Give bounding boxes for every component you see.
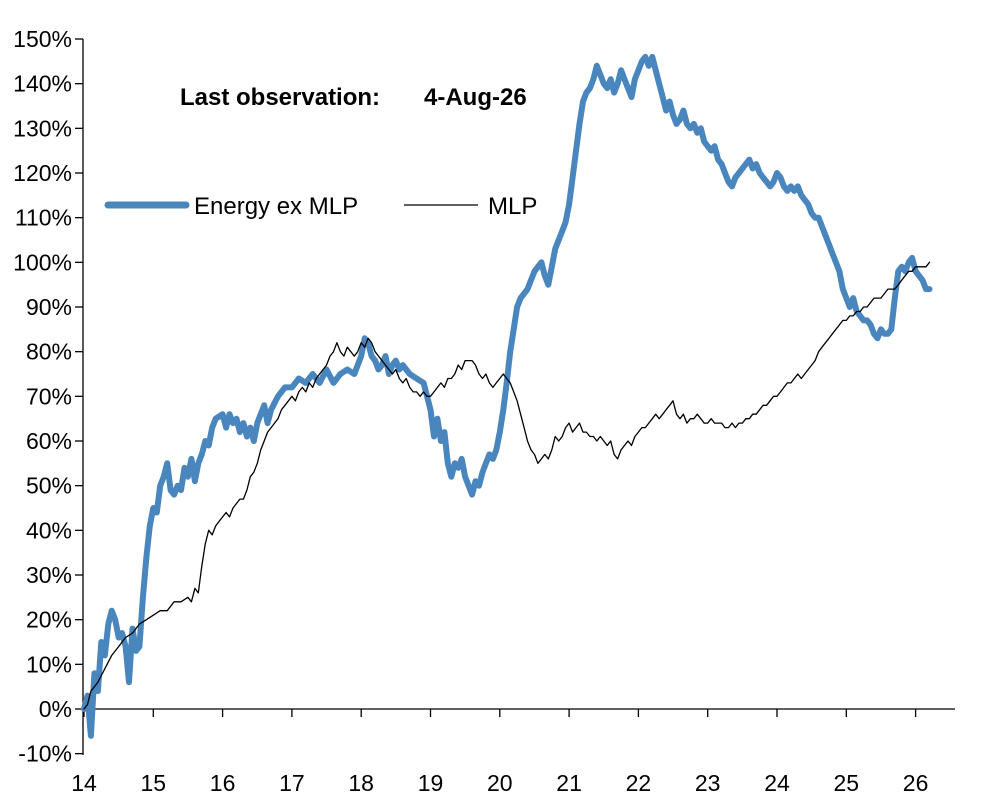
x-tick-label: 22 (626, 770, 652, 796)
annotation-value: 4-Aug-26 (424, 84, 527, 111)
y-tick-label: 40% (26, 517, 72, 543)
y-tick-label: 110% (15, 205, 72, 231)
x-tick-label: 21 (556, 770, 582, 796)
y-tick-label: 140% (13, 71, 72, 97)
legend-label-energy-ex-mlp: Energy ex MLP (194, 193, 358, 220)
annotation-label: Last observation: (180, 84, 380, 111)
y-tick-label: 90% (26, 294, 72, 320)
legend-label-mlp: MLP (488, 193, 537, 220)
x-tick-label: 18 (348, 770, 374, 796)
y-tick-label: 20% (26, 607, 72, 633)
y-tick-label: 130% (13, 115, 72, 141)
y-tick-label: 70% (26, 383, 72, 409)
y-tick-label: 50% (26, 473, 72, 499)
series-line-mlp (83, 261, 931, 710)
x-tick-label: 19 (418, 770, 444, 796)
legend: Energy ex MLP MLP (104, 193, 537, 220)
x-tick-label: 16 (210, 770, 236, 796)
y-tick-label: 150% (13, 26, 72, 52)
y-tick-label: 0% (39, 696, 72, 722)
x-tick-label: 14 (71, 770, 97, 796)
x-tick-label: 15 (141, 770, 167, 796)
y-tick-label: 60% (26, 428, 72, 454)
series-line-energy-ex-mlp (81, 53, 933, 739)
x-tick-label: 23 (695, 770, 721, 796)
y-tick-label: 30% (26, 562, 72, 588)
last-observation-annotation: Last observation: 4-Aug-26 (180, 84, 527, 111)
x-tick-label: 24 (764, 770, 790, 796)
x-tick-label: 25 (834, 770, 860, 796)
y-tick-label: 100% (13, 249, 72, 275)
axes: -10% 0% 10% 20% 30% 40% 50% 60% 70% 80% 90% 100% 110… (13, 26, 955, 796)
y-tick-label: -10% (18, 741, 72, 767)
x-tick-label: 26 (903, 770, 929, 796)
y-tick-label: 10% (26, 651, 72, 677)
x-tick-label: 17 (279, 770, 305, 796)
series-lines (81, 53, 933, 739)
y-tick-label: 120% (13, 160, 72, 186)
x-tick-label: 20 (487, 770, 513, 796)
y-tick-label: 80% (26, 339, 72, 365)
